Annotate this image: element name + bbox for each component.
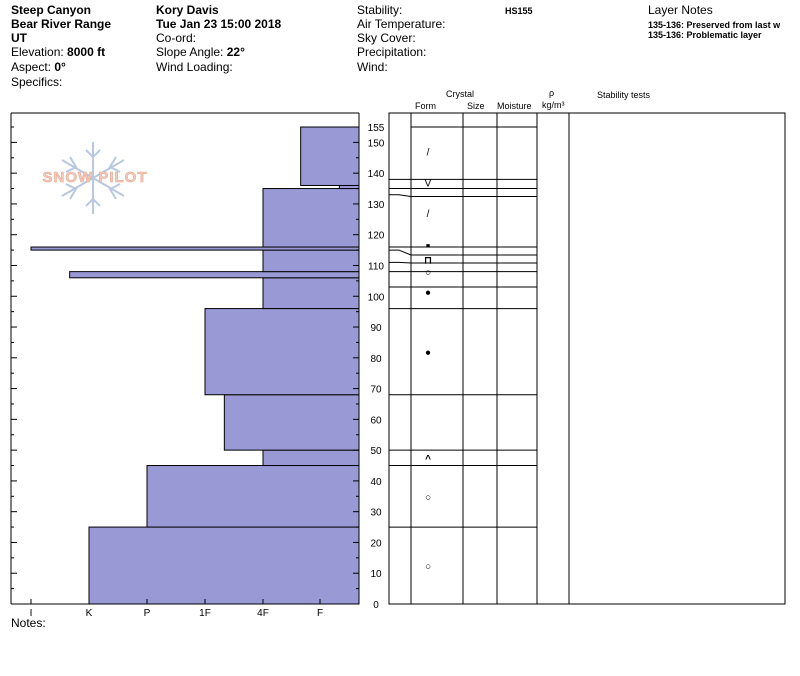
col-form: Form (415, 101, 436, 111)
hardness-bar (262, 249, 360, 273)
hardness-bar (262, 449, 360, 467)
elevation: Elevation: 8000 ft (11, 45, 105, 59)
layer-note: 135-136: Preserved from last w (648, 20, 781, 30)
hardness-tick-label: I (30, 608, 33, 619)
aspect: Aspect: 0° (11, 60, 66, 74)
grain-form-symbol: ○ (425, 268, 431, 279)
precip-label: Precipitation: (357, 45, 427, 59)
hardness-bar (204, 308, 360, 396)
layer-note: 135-136: Problematic layer (648, 30, 762, 40)
range-name: Bear River Range (11, 17, 112, 31)
grain-form-symbol: ● (425, 348, 431, 359)
grain-form-symbol: V (425, 178, 432, 189)
air-temp-label: Air Temperature: (357, 17, 446, 31)
depth-tick-label: 100 (368, 292, 385, 303)
grain-form-symbol: / (427, 148, 430, 159)
hardness-bar (69, 271, 360, 279)
depth-tick-label: 30 (370, 508, 382, 519)
depth-tick-label: 80 (370, 354, 382, 365)
depth-tick-label: 90 (370, 323, 382, 334)
slope-value: 22° (226, 45, 245, 59)
hs-value: HS155 (505, 6, 533, 16)
coord-label: Co-ord: (156, 31, 197, 45)
observer-name: Kory Davis (156, 3, 219, 17)
wind-label: Wind: (357, 60, 388, 74)
col-density-unit: kg/m³ (542, 100, 565, 110)
observation-datetime: Tue Jan 23 15:00 2018 (156, 17, 282, 31)
col-rho: ρ (549, 88, 555, 98)
grain-form-symbol: ^ (425, 454, 431, 465)
depth-tick-label: 10 (370, 569, 382, 580)
depth-tick-label: 70 (370, 385, 382, 396)
depth-tick-label: 155 (368, 123, 385, 134)
hardness-tick-label: 4F (257, 608, 269, 619)
snowpilot-logo: SNOW PILOT (42, 142, 148, 214)
sky-cover-label: Sky Cover: (357, 31, 416, 45)
depth-tick-label: 120 (368, 231, 385, 242)
depth-tick-label: 60 (370, 415, 382, 426)
stability-label: Stability: (357, 3, 403, 17)
slope-angle: Slope Angle: 22° (156, 45, 245, 59)
depth-tick-label: 130 (368, 200, 385, 211)
col-stability-tests: Stability tests (597, 90, 651, 100)
grain-form-symbol: ⊓ (424, 255, 432, 266)
layer-notes-title: Layer Notes (648, 3, 713, 17)
hardness-tick-label: 1F (199, 608, 211, 619)
state-name: UT (11, 31, 27, 45)
specifics-label: Specifics: (11, 75, 63, 89)
grain-form-symbol: ● (425, 288, 431, 299)
snowflake-icon (61, 142, 125, 214)
col-moisture: Moisture (497, 101, 532, 111)
hardness-bar (262, 188, 360, 248)
layer-connector (389, 194, 412, 198)
aspect-value: 0° (54, 60, 66, 74)
hardness-bar (146, 465, 360, 528)
location-name: Steep Canyon (11, 3, 92, 17)
grain-form-symbol: ○ (425, 492, 431, 503)
grain-form-symbol: / (427, 209, 430, 220)
grain-form-symbol: ■ (426, 243, 430, 250)
notes-label: Notes: (11, 616, 46, 630)
hardness-tick-label: K (86, 608, 93, 619)
slope-label: Slope Angle: (156, 45, 224, 59)
hardness-bar (300, 126, 360, 186)
hardness-bar (223, 394, 360, 451)
col-size: Size (467, 101, 485, 111)
depth-tick-label: 0 (373, 600, 379, 611)
hardness-bar (262, 277, 360, 310)
layer-connector (389, 261, 412, 264)
layer-connector (389, 249, 412, 256)
layer-table-frame (388, 112, 786, 605)
hardness-tick-label: P (144, 608, 151, 619)
depth-tick-label: 20 (370, 538, 382, 549)
elevation-value: 8000 ft (67, 45, 106, 59)
elevation-label: Elevation: (11, 45, 64, 59)
aspect-label: Aspect: (11, 60, 52, 74)
wind-loading-label: Wind Loading: (156, 60, 233, 74)
logo-text: SNOW PILOT (43, 169, 148, 186)
depth-tick-label: 140 (368, 169, 385, 180)
depth-tick-label: 110 (368, 261, 384, 272)
depth-tick-label: 150 (368, 138, 385, 149)
col-crystal: Crystal (446, 89, 475, 99)
hardness-bar (88, 526, 360, 605)
depth-tick-label: 40 (370, 477, 382, 488)
grain-form-symbol: ○ (425, 562, 431, 573)
depth-tick-label: 50 (370, 446, 382, 457)
hardness-tick-label: F (317, 608, 323, 619)
